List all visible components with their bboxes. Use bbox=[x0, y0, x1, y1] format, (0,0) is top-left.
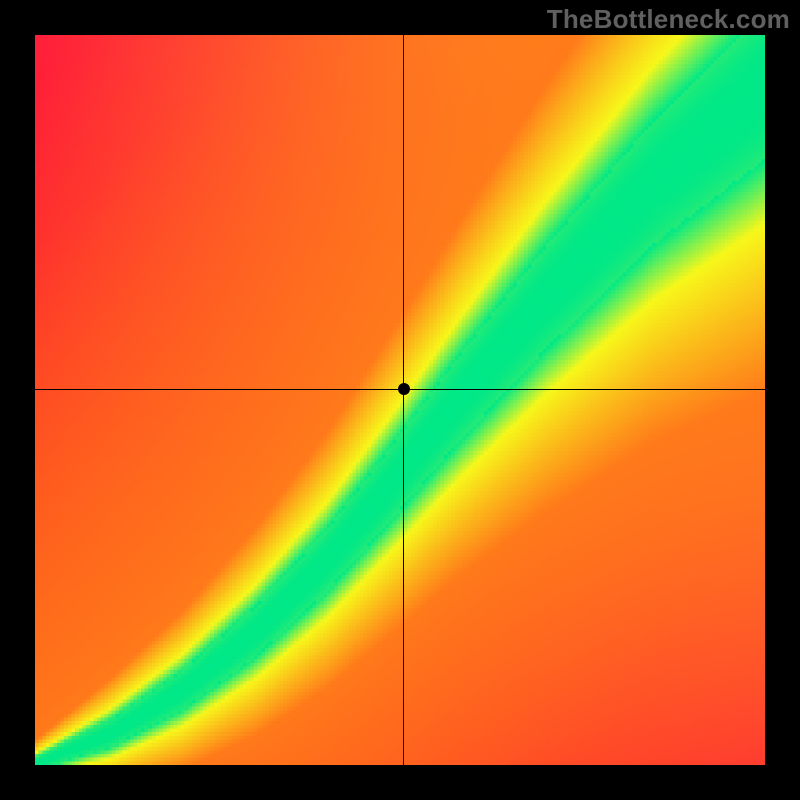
watermark-text: TheBottleneck.com bbox=[547, 4, 790, 35]
chart-frame: TheBottleneck.com bbox=[0, 0, 800, 800]
heatmap-plot bbox=[35, 35, 765, 765]
heatmap-canvas bbox=[35, 35, 765, 765]
crosshair-vertical bbox=[403, 35, 404, 765]
crosshair-marker bbox=[398, 383, 410, 395]
